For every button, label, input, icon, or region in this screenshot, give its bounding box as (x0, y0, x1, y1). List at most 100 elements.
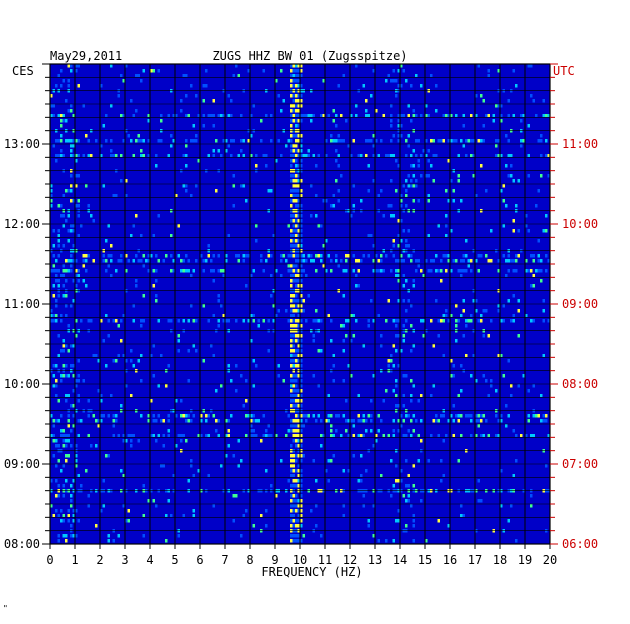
heat-cell (330, 259, 333, 263)
heat-cell (420, 439, 423, 443)
heat-cell (55, 139, 58, 143)
heat-cell (125, 384, 128, 388)
heat-cell (172, 474, 175, 478)
heat-cell (390, 104, 393, 108)
heat-cell (297, 94, 300, 98)
heat-cell (297, 84, 300, 88)
heat-cell (212, 124, 215, 128)
heat-cell (297, 534, 300, 538)
heat-cell (295, 69, 298, 73)
right-axis-title: UTC (553, 64, 575, 78)
heat-cell (345, 334, 348, 338)
heat-cell (292, 344, 295, 348)
heat-cell (60, 314, 63, 318)
heat-cell (270, 254, 273, 258)
heat-cell (547, 319, 550, 323)
heat-cell (60, 349, 63, 353)
heat-cell (465, 154, 468, 158)
heat-cell (295, 349, 298, 353)
heat-cell (67, 269, 70, 273)
heat-cell (392, 484, 395, 488)
heat-cell (87, 494, 90, 498)
heat-cell (185, 414, 188, 418)
heat-cell (440, 319, 443, 323)
heat-cell (417, 259, 420, 263)
heat-cell (295, 299, 298, 303)
heat-cell (435, 299, 438, 303)
heat-cell (437, 269, 440, 273)
heat-cell (127, 519, 130, 523)
heat-cell (330, 134, 333, 138)
heat-cell (95, 444, 98, 448)
heat-cell (195, 134, 198, 138)
heat-cell (50, 504, 53, 508)
heat-cell (292, 304, 295, 308)
heat-cell (65, 269, 68, 273)
heat-cell (222, 139, 225, 143)
heat-cell (542, 99, 545, 103)
heat-cell (225, 254, 228, 258)
heat-cell (437, 419, 440, 423)
heat-cell (185, 269, 188, 273)
heat-cell (517, 334, 520, 338)
heat-cell (67, 139, 70, 143)
heat-cell (137, 359, 140, 363)
heat-cell (295, 499, 298, 503)
heat-cell (225, 149, 228, 153)
heat-cell (202, 269, 205, 273)
heat-cell (355, 274, 358, 278)
heat-cell (67, 394, 70, 398)
heat-cell (297, 119, 300, 123)
heat-cell (352, 334, 355, 338)
heat-cell (270, 274, 273, 278)
heat-cell (297, 64, 300, 68)
heat-cell (57, 484, 60, 488)
heat-cell (295, 219, 298, 223)
heat-cell (347, 469, 350, 473)
heat-cell (187, 349, 190, 353)
heat-cell (365, 419, 368, 423)
heat-cell (295, 294, 298, 298)
heat-cell (405, 79, 408, 83)
heat-cell (405, 139, 408, 143)
heat-cell (420, 154, 423, 158)
heat-cell (285, 309, 288, 313)
heat-cell (502, 184, 505, 188)
heat-cell (230, 114, 233, 118)
heat-cell (62, 194, 65, 198)
heat-cell (477, 254, 480, 258)
heat-cell (242, 514, 245, 518)
heat-cell (372, 244, 375, 248)
heat-cell (462, 144, 465, 148)
heat-cell (130, 139, 133, 143)
heat-cell (382, 269, 385, 273)
heat-cell (297, 349, 300, 353)
heat-cell (132, 364, 135, 368)
heat-cell (70, 444, 73, 448)
heat-cell (460, 259, 463, 263)
heat-cell (295, 424, 298, 428)
heat-cell (295, 239, 298, 243)
heat-cell (322, 244, 325, 248)
heat-cell (75, 259, 78, 263)
heat-cell (105, 139, 108, 143)
heat-cell (370, 419, 373, 423)
heat-cell (185, 154, 188, 158)
heat-cell (392, 154, 395, 158)
heat-cell (442, 114, 445, 118)
heat-cell (292, 389, 295, 393)
heat-cell (297, 484, 300, 488)
heat-cell (290, 534, 293, 538)
heat-cell (392, 319, 395, 323)
heat-cell (180, 269, 183, 273)
heat-cell (505, 274, 508, 278)
heat-cell (480, 499, 483, 503)
heat-cell (295, 134, 298, 138)
heat-cell (252, 434, 255, 438)
heat-cell (312, 319, 315, 323)
heat-cell (87, 504, 90, 508)
heat-cell (297, 414, 300, 418)
heat-cell (352, 424, 355, 428)
heat-cell (300, 219, 303, 223)
heat-cell (67, 64, 70, 68)
